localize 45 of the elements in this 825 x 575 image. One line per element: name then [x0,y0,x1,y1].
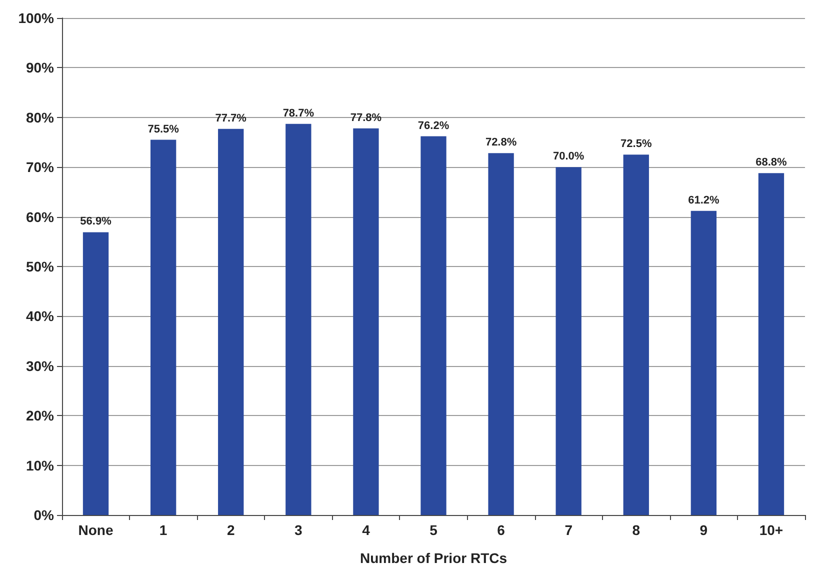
x-tick-label: 2 [226,522,235,538]
data-label: 61.2% [688,194,720,206]
bar [758,173,784,515]
y-tick-label: 10% [26,457,55,474]
y-tick-label: 90% [26,60,55,76]
data-label: 72.8% [485,136,517,149]
y-tick-label: 30% [26,358,55,374]
y-tick-label: 60% [26,208,55,225]
bar [82,232,109,515]
data-label: 70.0% [552,150,584,163]
data-label: 77.7% [215,112,247,124]
data-label: 75.5% [148,123,180,136]
y-tick-label: 50% [26,258,55,274]
x-tick-label: 8 [632,522,640,538]
data-label: 78.7% [282,107,314,120]
x-tick-label: 3 [294,522,303,538]
x-tick-label: 1 [159,522,168,538]
bar [218,128,244,515]
x-tick-label: None [78,522,114,538]
bar [623,154,649,515]
x-tick-label: 7 [564,522,573,538]
x-tick-label: 5 [430,522,438,538]
bar [556,167,582,515]
x-tick-label: 9 [700,522,708,538]
bar [488,153,514,515]
y-tick-label: 0% [34,507,55,523]
data-label: 68.8% [756,156,788,169]
y-tick-label: 100% [18,10,55,26]
bar [690,210,717,515]
bar [150,140,176,515]
bar [420,136,446,515]
y-tick-label: 80% [26,109,55,126]
y-tick-label: 70% [26,159,55,176]
x-tick-label: 10+ [759,522,784,538]
data-label: 56.9% [80,216,112,228]
data-label: 72.5% [620,138,652,150]
y-tick-label: 40% [26,308,55,324]
x-tick-label: 6 [497,522,506,538]
x-tick-label: 4 [362,522,370,538]
bar [353,128,379,515]
bar [286,124,312,515]
data-label: 76.2% [418,120,450,132]
x-axis-title: Number of Prior RTCs [360,550,508,566]
data-label: 77.8% [350,112,382,124]
y-tick-label: 20% [26,408,55,424]
